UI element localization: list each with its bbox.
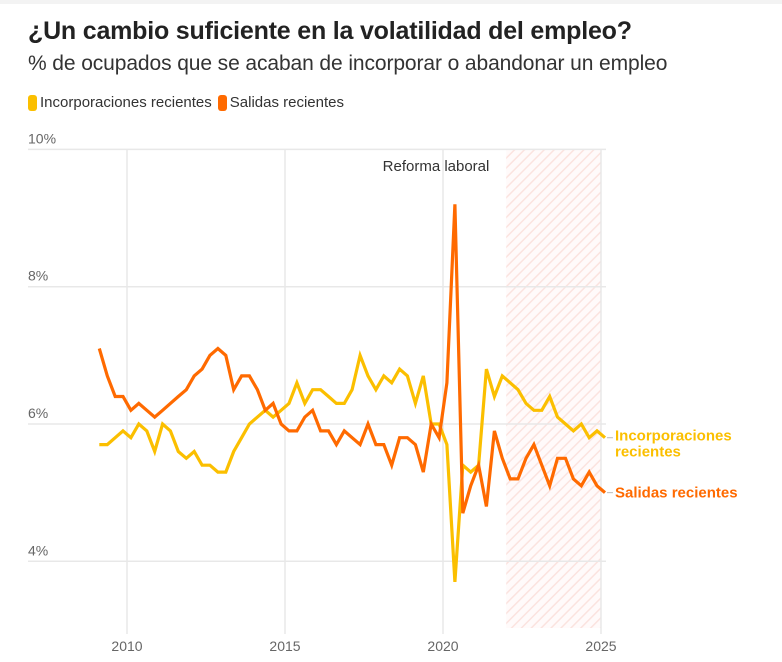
x-tick-label: 2015 — [269, 638, 300, 654]
y-tick-label: 10% — [28, 130, 56, 146]
legend: Incorporaciones recientes Salidas recien… — [28, 94, 350, 111]
series-line-salidas — [97, 204, 607, 514]
top-border — [0, 0, 782, 4]
end-label-line: recientes — [615, 444, 681, 461]
legend-swatch-salidas — [217, 94, 227, 111]
y-tick-label: 6% — [28, 405, 48, 421]
chart-subtitle: % de ocupados que se acaban de incorpora… — [28, 52, 668, 75]
legend-item-salidas: Salidas recientes — [217, 94, 344, 111]
legend-label-incorporaciones: Incorporaciones recientes — [40, 94, 212, 111]
end-label-salidas: Salidas recientes — [615, 485, 738, 502]
x-tick-label: 2010 — [111, 638, 142, 654]
end-label-line: Incorporaciones — [615, 428, 732, 445]
end-label-incorporaciones: Incorporaciones recientes — [615, 428, 732, 461]
annotation-label: Reforma laboral — [383, 158, 490, 175]
y-tick-label: 4% — [28, 542, 48, 558]
shaded-region-reforma — [506, 150, 601, 628]
x-tick-label: 2020 — [427, 638, 458, 654]
chart-title: ¿Un cambio suficiente en la volatilidad … — [28, 17, 632, 45]
series-line-incorporaciones — [99, 349, 607, 583]
legend-label-salidas: Salidas recientes — [229, 94, 344, 111]
legend-item-incorporaciones: Incorporaciones recientes — [28, 94, 212, 111]
x-tick-label: 2025 — [585, 638, 616, 654]
end-label-line: Salidas recientes — [615, 485, 738, 502]
legend-swatch-incorporaciones — [28, 94, 37, 111]
y-tick-label: 8% — [28, 268, 48, 284]
